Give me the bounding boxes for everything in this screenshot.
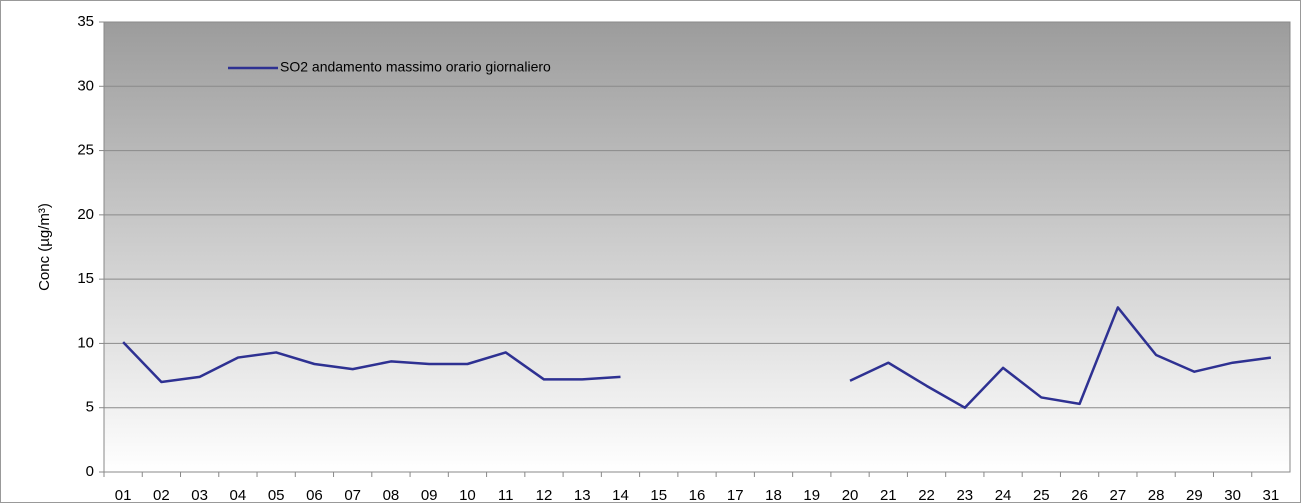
x-tick-label: 20 [842, 487, 859, 504]
x-tick-label: 30 [1224, 487, 1241, 504]
y-tick-label: 10 [77, 334, 94, 351]
x-tick-label: 22 [918, 487, 935, 504]
x-tick-label: 27 [1109, 487, 1126, 504]
x-tick-label: 18 [765, 487, 782, 504]
x-tick-label: 24 [995, 487, 1012, 504]
x-tick-label: 08 [383, 487, 400, 504]
y-tick-label: 25 [77, 142, 94, 159]
x-tick-label: 21 [880, 487, 897, 504]
y-tick-label: 5 [86, 399, 94, 416]
x-tick-label: 14 [612, 487, 629, 504]
y-tick-label: 20 [77, 206, 94, 223]
x-tick-label: 02 [153, 487, 170, 504]
x-tick-label: 31 [1263, 487, 1280, 504]
y-tick-label: 30 [77, 77, 94, 94]
y-axis-label: Conc (µg/m³) [36, 203, 53, 291]
x-tick-label: 17 [727, 487, 744, 504]
x-tick-label: 03 [191, 487, 208, 504]
plot-area [103, 21, 1291, 473]
x-tick-label: 15 [650, 487, 667, 504]
x-tick-label: 19 [803, 487, 820, 504]
x-tick-label: 07 [344, 487, 361, 504]
x-tick-label: 12 [536, 487, 553, 504]
x-tick-label: 26 [1071, 487, 1088, 504]
x-tick-label: 29 [1186, 487, 1203, 504]
y-tick-label: 0 [86, 463, 94, 480]
x-tick-label: 28 [1148, 487, 1165, 504]
x-tick-label: 23 [956, 487, 973, 504]
x-tick-label: 05 [268, 487, 285, 504]
x-tick-label: 04 [230, 487, 247, 504]
x-tick-label: 25 [1033, 487, 1050, 504]
x-tick-label: 11 [498, 487, 514, 504]
x-tick-label: 09 [421, 487, 438, 504]
y-tick-label: 35 [77, 13, 94, 30]
legend-label: SO2 andamento massimo orario giornaliero [280, 59, 551, 75]
x-tick-label: 01 [115, 487, 132, 504]
x-tick-label: 13 [574, 487, 591, 504]
y-tick-label: 15 [77, 270, 94, 287]
x-tick-label: 06 [306, 487, 323, 504]
x-tick-label: 10 [459, 487, 476, 504]
x-tick-label: 16 [689, 487, 706, 504]
series-line [122, 306, 1272, 409]
